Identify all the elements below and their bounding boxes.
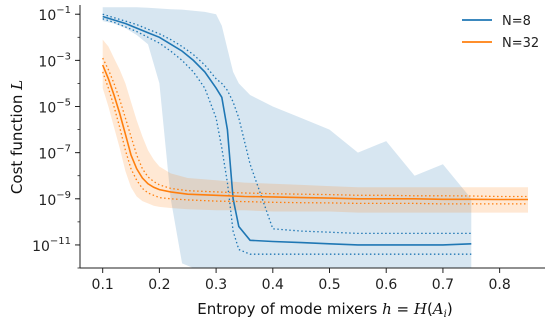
y-tick-label: 10−7	[38, 144, 71, 163]
x-axis-label: Entropy of mode mixers h = H(Ai)	[197, 300, 452, 320]
x-tick-label: 0.2	[148, 277, 170, 293]
y-tick-label: 10−3	[38, 51, 71, 70]
x-tick-label: 0.5	[318, 277, 340, 293]
axes	[79, 5, 545, 269]
x-tick-label: 0.1	[92, 277, 114, 293]
x-axis-ticks: 0.1 0.2 0.3 0.4 0.5 0.6 0.7 0.8	[92, 268, 511, 293]
legend: N=8 N=32	[462, 14, 539, 51]
upper-quantile-n-8	[102, 13, 472, 235]
y-tick-label: 10−9	[38, 190, 71, 209]
band-n-32	[102, 39, 528, 213]
median-line-n-32	[101, 64, 528, 201]
x-tick-label: 0.7	[432, 277, 454, 293]
median-line-n-8	[102, 15, 472, 246]
y-axis-ticks: 10−1 10−3 10−5 10−7 10−9 10−11	[32, 5, 80, 269]
legend-label-n-32: N=32	[502, 36, 539, 51]
legend-label-n-8: N=8	[502, 14, 531, 29]
x-tick-label: 0.6	[375, 277, 397, 293]
band-n-8	[102, 7, 472, 269]
series-lines	[101, 13, 528, 255]
upper-quantile-n-32	[102, 57, 528, 198]
confidence-bands	[102, 7, 528, 269]
lower-quantile-n-8	[102, 18, 472, 255]
y-tick-label: 10−1	[38, 5, 71, 24]
x-tick-label: 0.8	[489, 277, 511, 293]
y-tick-label: 10−5	[38, 98, 71, 117]
x-tick-label: 0.4	[262, 277, 284, 293]
y-axis-label: Cost function L	[8, 80, 26, 194]
y-tick-label: 10−11	[32, 236, 71, 255]
x-tick-label: 0.3	[205, 277, 227, 293]
